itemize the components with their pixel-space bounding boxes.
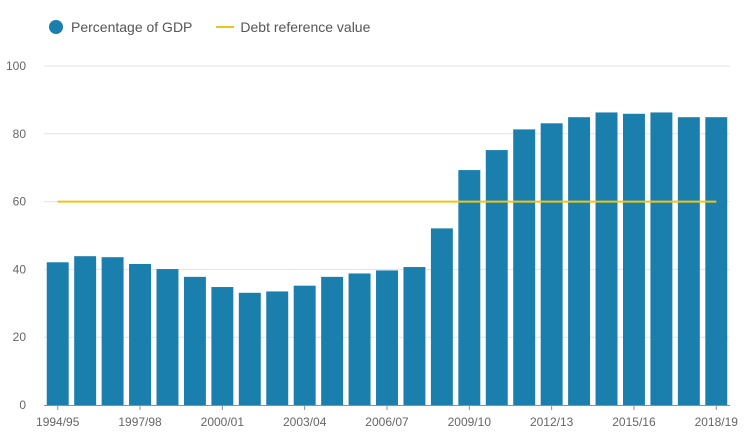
bar[interactable] [211,287,234,405]
bar[interactable] [677,117,700,406]
bar[interactable] [485,150,508,405]
y-tick-label: 60 [13,195,27,209]
x-tick-label: 2009/10 [448,415,492,429]
x-tick-label: 2018/19 [695,415,739,429]
x-tick-label: 2015/16 [612,415,656,429]
x-tick-label: 2003/04 [283,415,327,429]
legend-label-percentage: Percentage of GDP [71,19,193,35]
x-tick-label: 1997/98 [118,415,162,429]
bar[interactable] [540,123,563,405]
y-axis-ticks: 0 20 40 60 80 100 [6,59,26,412]
y-tick-label: 40 [13,262,27,276]
bar[interactable] [458,170,481,405]
legend-line-swatch [216,26,235,28]
bar[interactable] [513,129,536,405]
bar[interactable] [46,262,69,405]
chart-legend: Percentage of GDP Debt reference value [49,19,394,35]
bar[interactable] [156,269,179,405]
bar[interactable] [321,276,344,405]
legend-bar-swatch [49,20,63,34]
bar[interactable] [430,228,453,405]
bar[interactable] [403,267,426,405]
bar[interactable] [705,117,728,406]
bar[interactable] [595,112,618,406]
bar[interactable] [266,291,289,405]
x-tick-label: 2006/07 [365,415,409,429]
bars [46,112,728,406]
x-tick-label: 2000/01 [201,415,245,429]
y-tick-label: 100 [6,59,26,73]
bar[interactable] [293,285,316,405]
legend-item-percentage[interactable]: Percentage of GDP [49,19,192,35]
bar[interactable] [348,273,371,405]
legend-label-reference: Debt reference value [240,19,371,35]
bar[interactable] [622,113,645,405]
bar[interactable] [238,292,261,405]
bar[interactable] [74,256,97,405]
bar[interactable] [650,112,673,406]
bar[interactable] [568,117,591,406]
bar[interactable] [376,270,398,405]
x-axis: 1994/95 1997/98 2000/01 2003/04 2006/07 2009/… [36,405,738,429]
x-tick-label: 1994/95 [36,415,80,429]
y-tick-label: 20 [13,330,27,344]
bar[interactable] [101,257,124,405]
y-tick-label: 0 [19,398,26,412]
bar[interactable] [129,263,152,405]
y-tick-label: 80 [13,127,27,141]
legend-item-reference[interactable]: Debt reference value [216,19,370,35]
x-tick-label: 2012/13 [530,415,574,429]
bar[interactable] [183,276,206,405]
